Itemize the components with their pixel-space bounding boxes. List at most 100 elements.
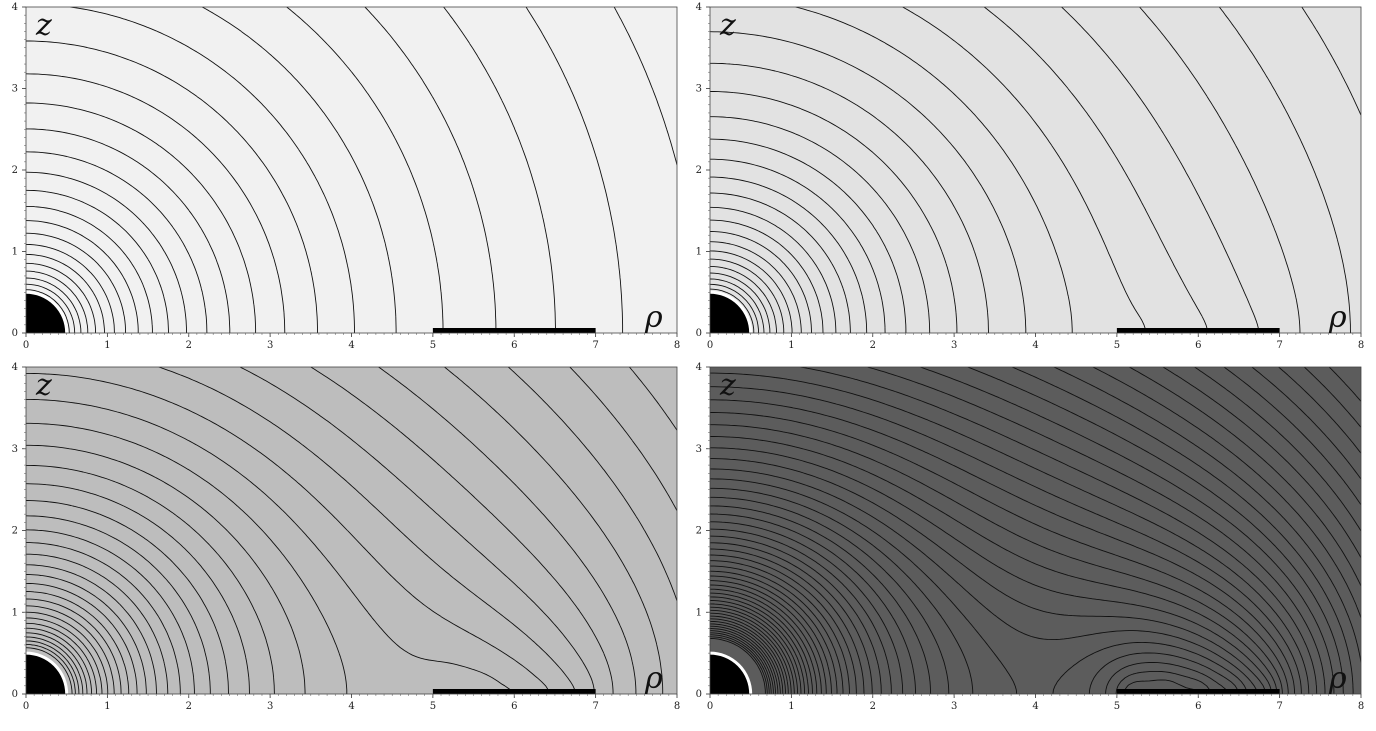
x-tick-label: 1: [104, 340, 110, 351]
contour-lines: [710, 7, 1361, 333]
contour-line: [710, 505, 1212, 694]
contour-line: [710, 548, 865, 694]
contour-line: [26, 605, 115, 694]
contour-line: [710, 592, 813, 694]
contour-line: [1162, 367, 1361, 559]
x-tick-label: 5: [1114, 340, 1120, 351]
contour-line: [26, 283, 76, 333]
contour-line: [710, 603, 802, 694]
contour-line: [26, 611, 109, 694]
contour-line: [378, 367, 637, 694]
panel-top-right: 0 1 2 3 4 5 6 7 8 0 1 2 3 4 z ρ: [696, 2, 1365, 351]
x-tick-label: 2: [870, 701, 876, 712]
ring-bar: [432, 328, 596, 333]
y-tick-label: 1: [696, 607, 702, 618]
contour-line: [710, 496, 1229, 694]
contour-line: [710, 231, 812, 333]
contour-line: [710, 615, 789, 694]
contour-lines: [26, 7, 677, 333]
contour-line: [444, 367, 664, 694]
contour-line: [710, 258, 785, 333]
y-tick-label: 0: [12, 689, 18, 700]
contour-line: [26, 627, 93, 694]
contour-line: [26, 151, 208, 333]
contour-line: [629, 367, 677, 431]
contour-line: [26, 483, 250, 694]
ring-bar: [1116, 328, 1280, 333]
contour-line: [26, 617, 103, 694]
contour-line: [26, 422, 348, 694]
x-tick-label: 2: [186, 701, 192, 712]
plot-background: [710, 7, 1361, 333]
contour-line: [710, 606, 799, 694]
y-tick-label: 0: [12, 328, 18, 339]
central-body-outline: [26, 290, 69, 333]
contour-line: [710, 632, 772, 694]
x-tick-label: 6: [511, 340, 517, 351]
contour-line: [710, 528, 892, 694]
y-tick-label: 0: [696, 328, 702, 339]
contour-line: [26, 500, 229, 694]
x-tick-label: 1: [104, 701, 110, 712]
ring-bar: [1116, 689, 1280, 694]
x-tick-label: 5: [430, 701, 436, 712]
y-tick-label: 3: [696, 84, 702, 95]
y-tick-label: 3: [12, 444, 18, 455]
x-tick-label: 3: [267, 701, 273, 712]
contour-line: [710, 560, 850, 694]
y-tick-label: 0: [696, 689, 702, 700]
x-tick-label: 5: [430, 340, 436, 351]
contour-line: [26, 582, 138, 694]
x-tick-label: 1: [788, 340, 794, 351]
contour-line: [710, 176, 868, 333]
contour-line: [710, 542, 873, 694]
contour-line: [710, 565, 844, 694]
y-axis-label: z: [719, 8, 736, 43]
y-tick-label: 1: [12, 247, 18, 258]
contour-line: [710, 91, 958, 333]
y-tick-label: 2: [12, 165, 18, 176]
contour-line: [26, 598, 122, 694]
contour-line: [1129, 367, 1361, 587]
contour-line: [710, 628, 777, 694]
x-tick-label: 0: [707, 340, 713, 351]
central-body-outline: [710, 290, 753, 333]
contour-line: [710, 138, 907, 333]
contour-line: [710, 612, 792, 694]
central-body-outline: [26, 651, 69, 694]
x-tick-label: 6: [1195, 340, 1201, 351]
x-tick-label: 6: [1195, 701, 1201, 712]
contour-line: [710, 623, 781, 694]
panel-top-left: 0 1 2 3 4 5 6 7 8 0 1 2 3 4 z ρ: [12, 2, 681, 351]
contour-line: [710, 600, 806, 694]
contour-line: [710, 638, 766, 694]
central-body: [710, 292, 751, 333]
x-tick-label: 7: [592, 701, 598, 712]
x-tick-label: 3: [951, 340, 957, 351]
y-axis-label: z: [35, 368, 52, 403]
x-tick-label: 7: [1276, 340, 1282, 351]
plot-background: [26, 7, 677, 333]
contour-line: [26, 232, 127, 333]
x-tick-label: 5: [1114, 701, 1120, 712]
contour-line: [26, 73, 286, 333]
contour-line: [710, 584, 822, 694]
panel-bottom-right: 0 1 2 3 4 5 6 7 8 0 1 2 3 4 z ρ: [696, 362, 1365, 712]
x-tick-label: 2: [186, 340, 192, 351]
contour-line: [201, 7, 397, 333]
y-tick-label: 2: [12, 526, 18, 537]
contour-line: [710, 412, 1289, 694]
contour-line: [26, 270, 89, 333]
contour-line: [710, 596, 809, 694]
contour-line: [26, 632, 88, 694]
y-tick-label: 4: [12, 362, 18, 373]
contour-line: [525, 7, 624, 333]
contour-line: [26, 277, 82, 333]
y-tick-label: 3: [696, 444, 702, 455]
contour-line: [1301, 7, 1361, 116]
contour-line: [710, 192, 851, 333]
contour-line: [1303, 367, 1361, 428]
x-tick-label: 8: [674, 701, 680, 712]
contour-line: [26, 564, 157, 694]
